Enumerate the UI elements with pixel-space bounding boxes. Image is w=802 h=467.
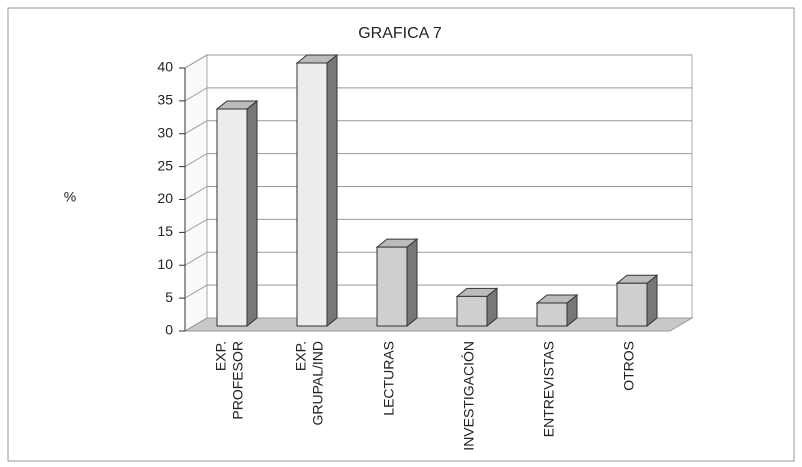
floor xyxy=(183,317,694,332)
y-tick-label: 0 xyxy=(165,322,173,338)
bar xyxy=(456,295,488,327)
bar xyxy=(536,302,568,327)
bar-side xyxy=(326,53,338,328)
grid-line xyxy=(184,218,208,233)
x-tick-label: EXP.PROFESOR xyxy=(212,341,245,420)
bar xyxy=(296,62,328,327)
y-axis-label: % xyxy=(64,189,76,205)
y-tick-label: 25 xyxy=(157,157,173,173)
grid-line xyxy=(184,317,208,332)
bar xyxy=(216,108,248,327)
grid-line xyxy=(184,54,208,69)
bar-side xyxy=(406,238,418,328)
grid-line xyxy=(184,120,208,135)
y-tick-label: 5 xyxy=(165,289,173,305)
x-tick-label: LECTURAS xyxy=(381,341,397,416)
y-tick-label: 10 xyxy=(157,256,173,272)
y-tick-label: 20 xyxy=(157,190,173,206)
y-tick-label: 35 xyxy=(157,92,173,108)
y-tick-label: 30 xyxy=(157,124,173,140)
grid-line xyxy=(184,251,208,266)
bar-side xyxy=(246,99,258,328)
y-tick-label: 40 xyxy=(157,59,173,75)
grid-line xyxy=(184,186,208,200)
grid-line xyxy=(184,87,208,102)
bar xyxy=(376,246,408,327)
bar-side xyxy=(646,274,658,328)
grid-line xyxy=(184,153,208,168)
x-tick-label: OTROS xyxy=(621,341,637,391)
x-tick-label: ENTREVISTAS xyxy=(541,341,557,437)
x-tick-label: INVESTIGACIÓN xyxy=(461,341,477,451)
chart-title: GRAFICA 7 xyxy=(358,25,442,42)
x-tick-label: EXP.GRUPAL/IND xyxy=(292,341,325,426)
bar xyxy=(616,282,648,327)
y-tick-label: 15 xyxy=(157,223,173,239)
grid-line xyxy=(184,284,208,299)
